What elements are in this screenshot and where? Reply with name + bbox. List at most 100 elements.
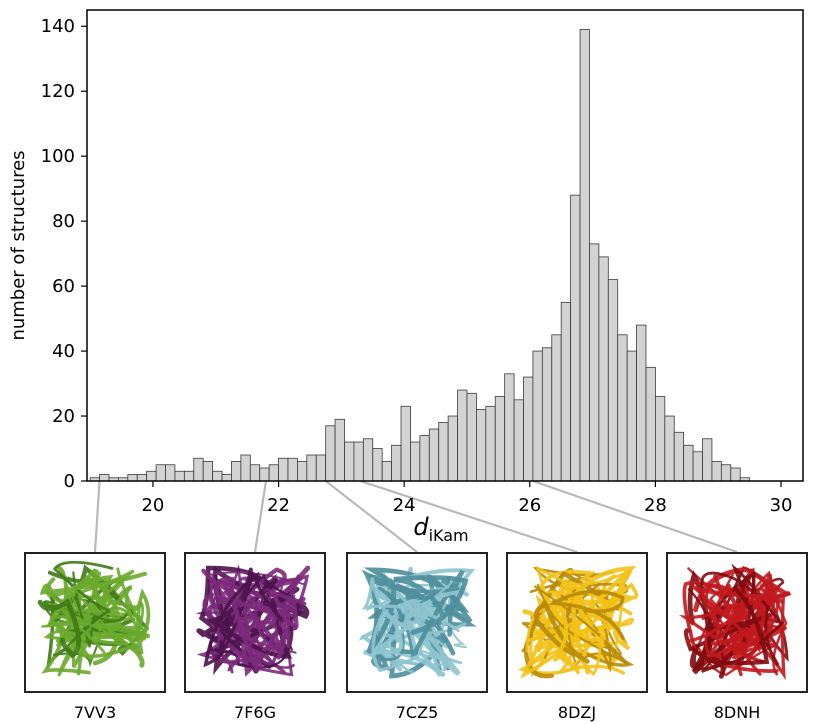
histogram-bar <box>428 428 440 482</box>
structure-id-label: 7F6G <box>234 703 276 722</box>
structure-id-label: 7CZ5 <box>395 703 439 722</box>
x-axis-label-subscript: iKam <box>429 526 469 545</box>
plot-frame <box>86 9 804 482</box>
structure-id-label: 7VV3 <box>73 703 117 722</box>
x-tick-label: 20 <box>141 495 164 516</box>
connector-line <box>253 480 268 553</box>
histogram-bar <box>560 301 572 482</box>
y-tick-label: 60 <box>52 276 75 297</box>
histogram-bar <box>240 454 251 482</box>
histogram-bar <box>636 324 647 482</box>
histogram-bar <box>541 347 553 482</box>
histogram-bar <box>513 399 524 482</box>
x-tick-label: 30 <box>770 495 793 516</box>
histogram-bar <box>494 396 506 482</box>
histogram-bar <box>410 441 421 482</box>
histogram-bar <box>655 396 666 482</box>
protein-ribbon-icon <box>195 564 311 677</box>
histogram-bar <box>249 464 261 482</box>
histogram-bar <box>673 431 685 482</box>
connector-line <box>324 480 418 553</box>
connector-line <box>93 480 101 553</box>
histogram-bar <box>231 461 242 482</box>
histogram-bar <box>212 470 223 482</box>
histogram-bar <box>400 405 411 482</box>
y-axis-ticks: 0 20 40 60 80 100 120 140 <box>41 16 87 492</box>
histogram-bar <box>155 464 166 482</box>
protein-ribbon-icon <box>37 560 151 677</box>
histogram-bar <box>579 29 590 482</box>
y-tick-label: 80 <box>52 211 75 232</box>
histogram-bar <box>447 415 458 482</box>
histogram-bar <box>136 474 148 482</box>
histogram-bar <box>683 444 694 482</box>
structure-image-7cz5 <box>346 552 488 693</box>
histogram-bar <box>268 464 279 482</box>
histogram-bar <box>259 467 270 482</box>
histogram-bar <box>607 279 619 482</box>
histogram-bar <box>485 405 496 482</box>
histogram-bar <box>381 461 393 482</box>
y-axis-label: number of structures <box>8 150 29 340</box>
histogram-bar <box>325 425 336 482</box>
y-tick-label: 0 <box>64 471 75 492</box>
histogram-bar <box>457 389 468 482</box>
x-tick-label: 24 <box>393 495 416 516</box>
histogram-bar <box>315 454 327 482</box>
histogram-bar <box>730 467 741 482</box>
histogram-bar <box>362 438 374 482</box>
histogram-bar <box>711 461 722 482</box>
histogram-bar <box>523 376 534 482</box>
histogram-bar <box>626 350 637 482</box>
connector-line <box>359 479 578 554</box>
y-tick-label: 40 <box>52 341 75 362</box>
histogram-bar <box>664 415 675 482</box>
histogram-bar <box>570 194 581 482</box>
histogram-bar <box>617 334 628 482</box>
histogram-bar <box>391 444 402 482</box>
protein-ribbon-icon <box>679 563 792 681</box>
structure-image-7f6g <box>184 552 326 693</box>
histogram-bar <box>127 474 138 482</box>
histogram-bar <box>202 461 214 482</box>
histogram-bar <box>193 457 204 482</box>
histogram-bar <box>183 470 195 482</box>
histogram-bar <box>645 366 656 482</box>
histogram-bar <box>344 441 355 482</box>
histogram-bar <box>306 454 317 482</box>
histogram-bar <box>720 464 732 482</box>
histogram-bar <box>334 418 345 482</box>
connector-lines <box>93 479 738 554</box>
histogram-bar <box>372 448 383 482</box>
histogram-bar <box>165 464 176 482</box>
histogram-bar <box>278 457 289 482</box>
histogram-bar <box>598 256 609 482</box>
histogram-bars <box>89 29 751 482</box>
x-axis-label: diKam <box>413 513 468 545</box>
y-tick-label: 120 <box>41 81 75 102</box>
histogram-bar <box>297 461 308 482</box>
y-tick-label: 100 <box>41 146 75 167</box>
histogram-bar <box>353 441 364 482</box>
x-tick-label: 28 <box>644 495 667 516</box>
histogram-bar <box>221 474 232 482</box>
histogram-bar <box>692 451 703 482</box>
histogram-bar <box>287 457 298 482</box>
structure-image-8dnh <box>666 552 808 693</box>
histogram-bar <box>466 392 477 482</box>
x-tick-label: 22 <box>267 495 290 516</box>
y-tick-label: 20 <box>52 406 75 427</box>
protein-ribbon-icon <box>358 566 477 679</box>
histogram-bar <box>419 435 430 482</box>
y-tick-label: 140 <box>41 16 75 37</box>
histogram-bar <box>589 243 600 482</box>
histogram-bar <box>476 409 487 482</box>
histogram-bar <box>504 373 515 482</box>
histogram-bar <box>532 350 543 482</box>
connector-line <box>532 479 738 554</box>
histogram-bar <box>702 438 713 482</box>
structure-id-label: 8DZJ <box>557 703 597 722</box>
histogram-bar <box>174 470 185 482</box>
structure-id-label: 8DNH <box>713 703 761 722</box>
